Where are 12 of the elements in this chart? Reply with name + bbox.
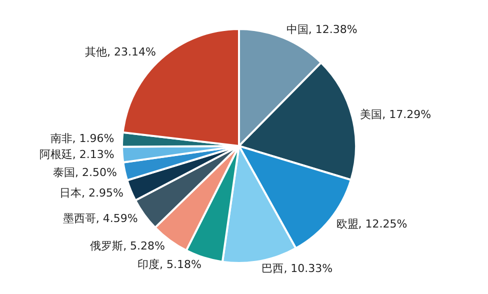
slice-label: 墨西哥, 4.59% xyxy=(62,212,138,226)
slice-label: 阿根廷, 2.13% xyxy=(39,148,114,162)
slice-label: 欧盟, 12.25% xyxy=(336,217,408,230)
slice-label: 巴西, 10.33% xyxy=(262,262,333,275)
slice-label: 南非, 1.96% xyxy=(50,132,114,145)
slice-label: 印度, 5.18% xyxy=(138,258,202,272)
slice-label: 其他, 23.14% xyxy=(84,45,156,58)
slice-label: 美国, 17.29% xyxy=(360,108,432,121)
slice-label: 中国, 12.38% xyxy=(286,23,358,36)
slice-label: 俄罗斯, 5.28% xyxy=(90,240,166,253)
slice-label: 日本, 2.95% xyxy=(59,186,124,200)
slice-label: 泰国, 2.50% xyxy=(53,166,117,180)
